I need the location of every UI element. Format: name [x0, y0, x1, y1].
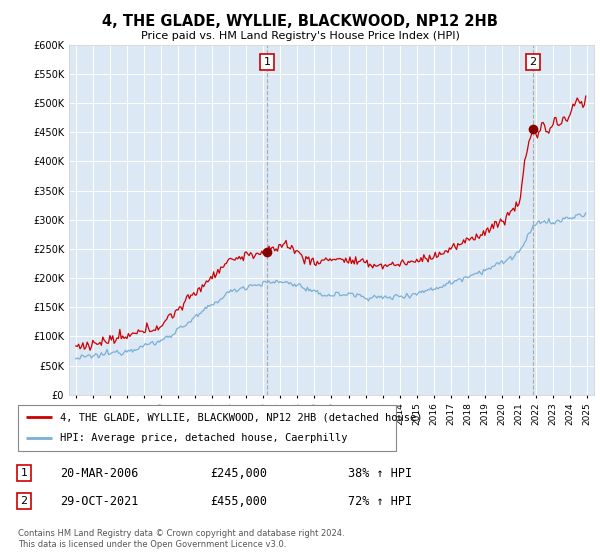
- FancyBboxPatch shape: [18, 405, 396, 451]
- Text: 20-MAR-2006: 20-MAR-2006: [60, 466, 139, 480]
- Text: 1: 1: [20, 468, 28, 478]
- Text: HPI: Average price, detached house, Caerphilly: HPI: Average price, detached house, Caer…: [59, 433, 347, 444]
- Text: £455,000: £455,000: [210, 494, 267, 508]
- Text: 1: 1: [263, 57, 271, 67]
- Text: 2: 2: [530, 57, 537, 67]
- Text: 38% ↑ HPI: 38% ↑ HPI: [348, 466, 412, 480]
- Text: 2: 2: [20, 496, 28, 506]
- Text: Price paid vs. HM Land Registry's House Price Index (HPI): Price paid vs. HM Land Registry's House …: [140, 31, 460, 41]
- Text: 4, THE GLADE, WYLLIE, BLACKWOOD, NP12 2HB: 4, THE GLADE, WYLLIE, BLACKWOOD, NP12 2H…: [102, 14, 498, 29]
- Text: Contains HM Land Registry data © Crown copyright and database right 2024.
This d: Contains HM Land Registry data © Crown c…: [18, 529, 344, 549]
- Text: 29-OCT-2021: 29-OCT-2021: [60, 494, 139, 508]
- Text: £245,000: £245,000: [210, 466, 267, 480]
- Text: 4, THE GLADE, WYLLIE, BLACKWOOD, NP12 2HB (detached house): 4, THE GLADE, WYLLIE, BLACKWOOD, NP12 2H…: [59, 412, 422, 422]
- Text: 72% ↑ HPI: 72% ↑ HPI: [348, 494, 412, 508]
